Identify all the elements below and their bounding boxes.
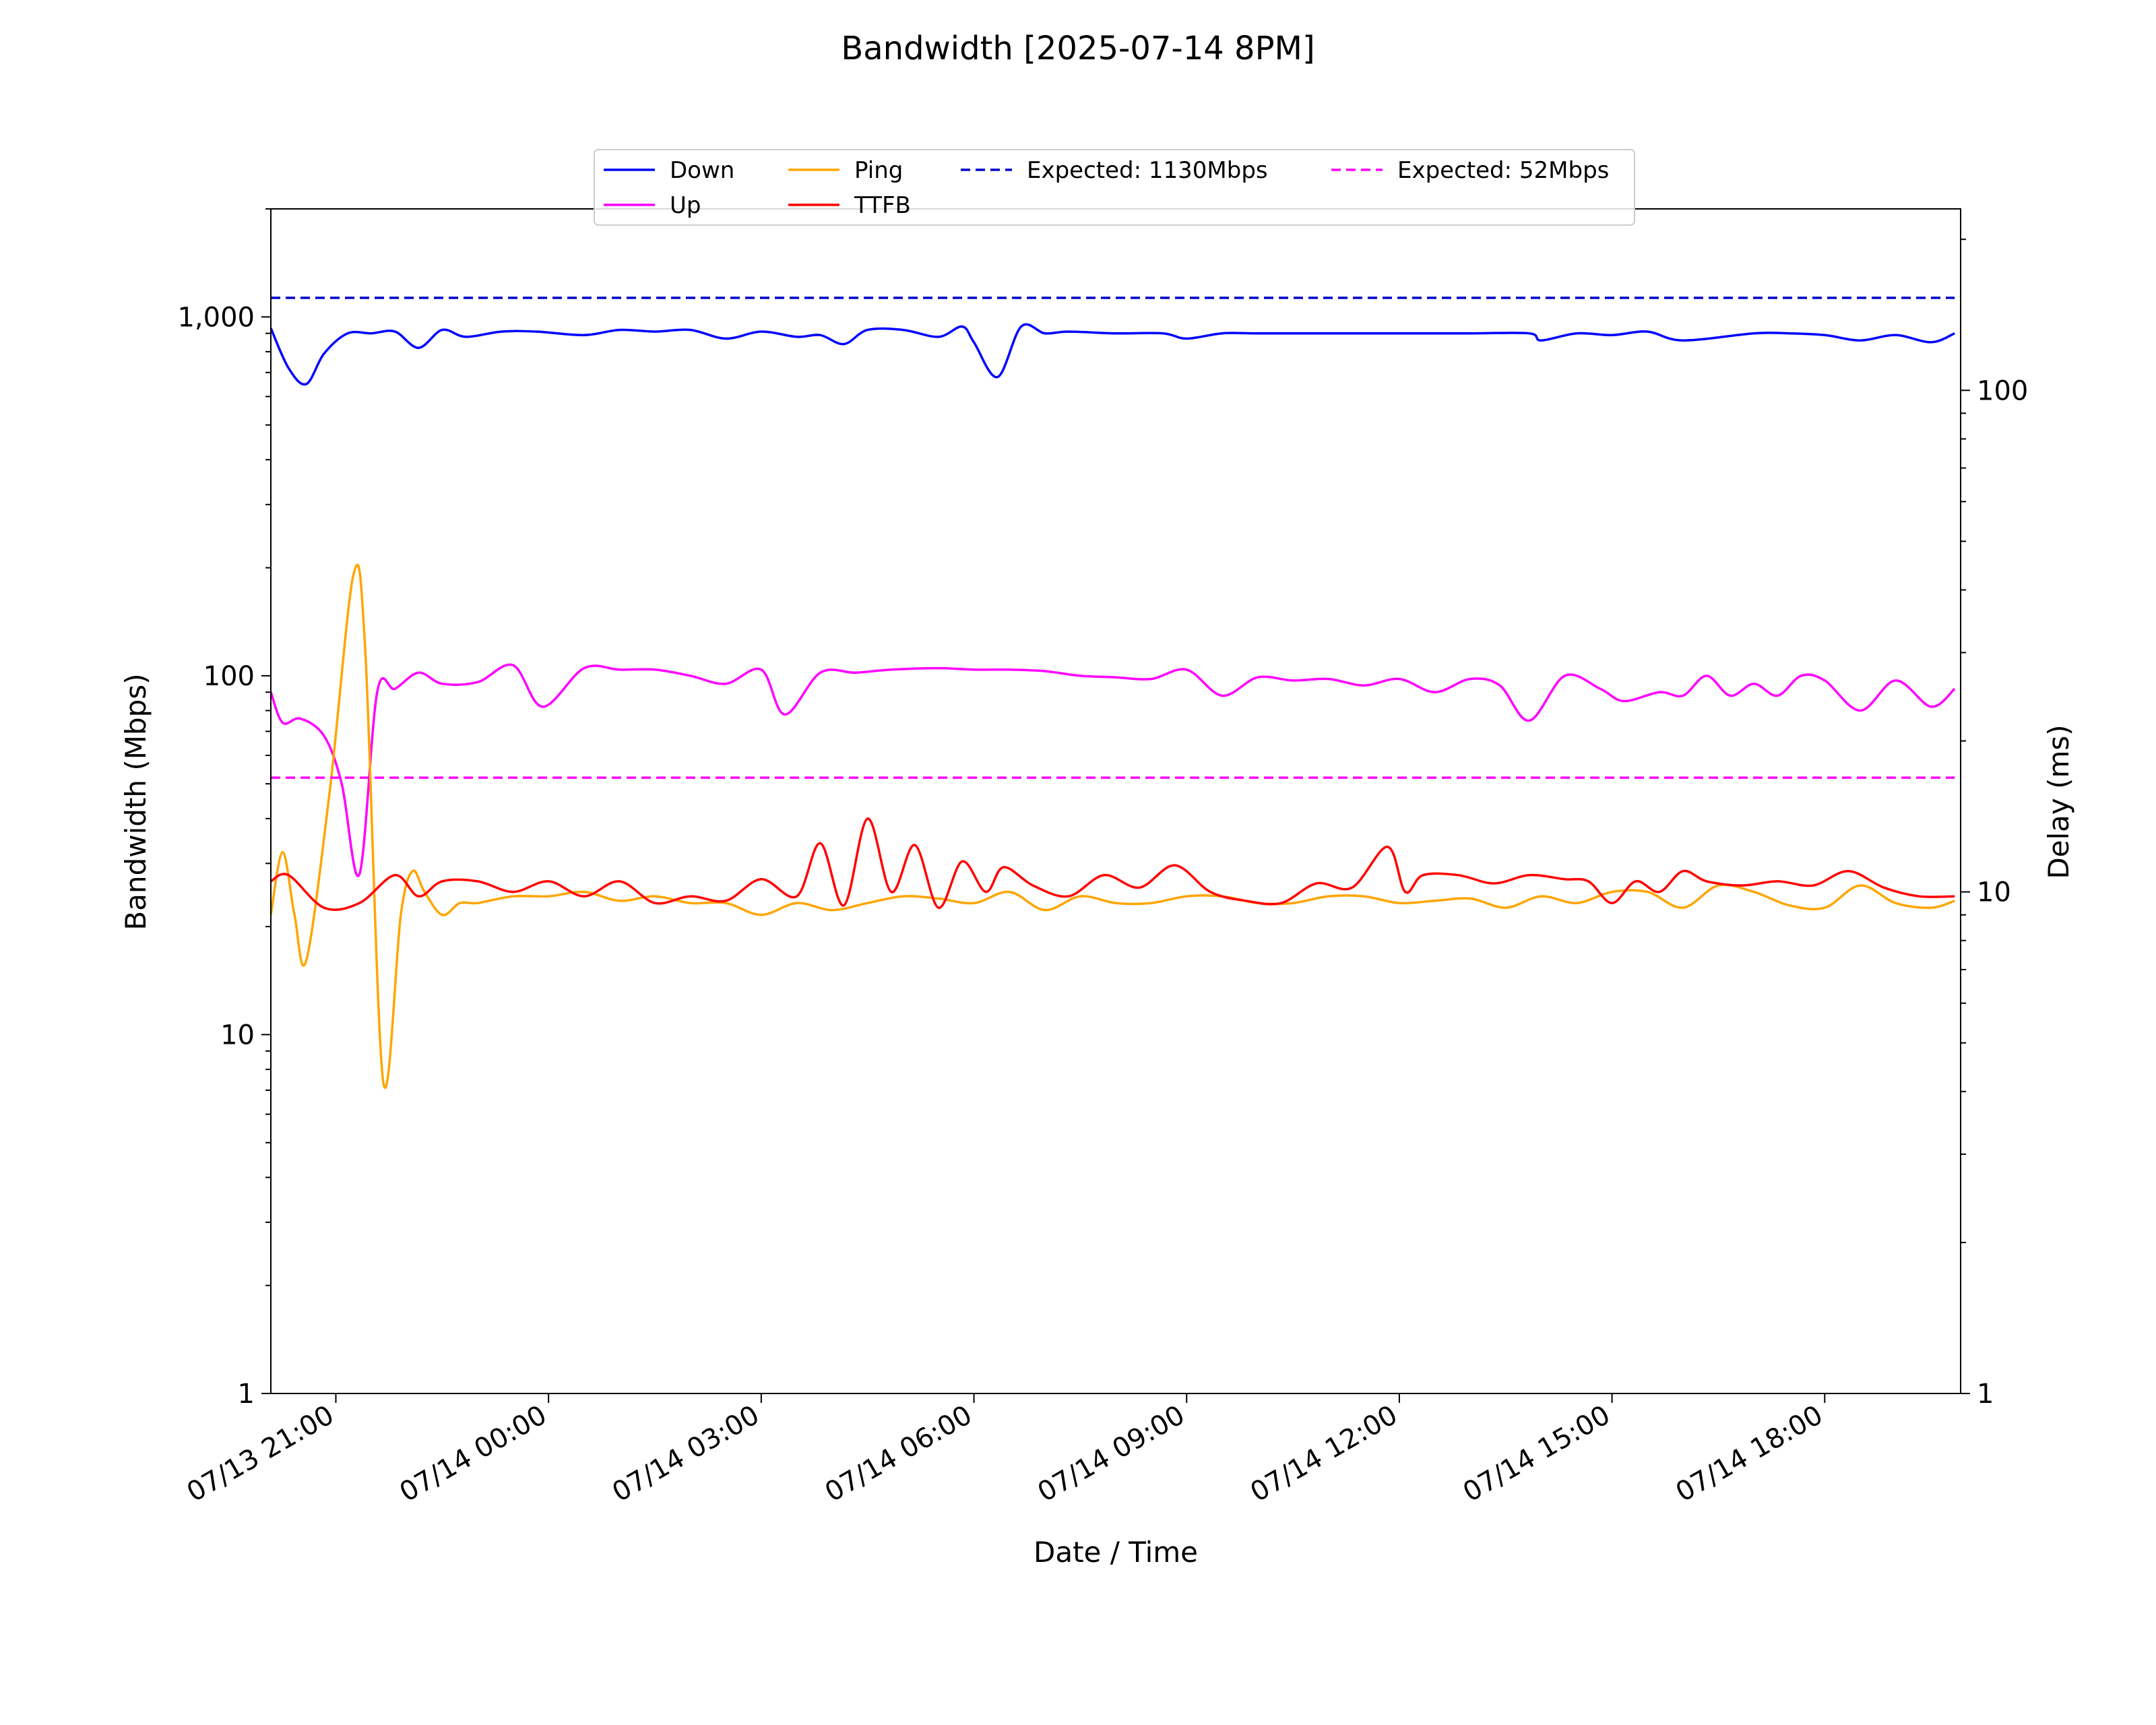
legend-label: Expected: 1130Mbps <box>1027 157 1268 184</box>
series-group <box>271 296 1956 1090</box>
legend: Down Up Ping TTFB Expected: 1130Mbps Expected… <box>594 149 1635 226</box>
x-tick-label: 07/14 15:00 <box>1458 1400 1616 1508</box>
y-tick-label: 100 <box>203 661 255 692</box>
y-tick-label: 1 <box>238 1379 255 1410</box>
x-tick-label: 07/13 21:00 <box>182 1400 340 1508</box>
series-line-down <box>271 323 1955 386</box>
legend-label: Expected: 52Mbps <box>1397 157 1609 184</box>
x-tick-label: 07/14 06:00 <box>820 1400 978 1508</box>
x-tick-label: 07/14 00:00 <box>394 1400 552 1508</box>
x-tick-label: 07/14 18:00 <box>1671 1400 1829 1508</box>
x-tick-label: 07/14 12:00 <box>1245 1400 1403 1508</box>
y2-tick-label: 1 <box>1977 1379 1994 1410</box>
series-line-ttfb <box>271 817 1955 911</box>
plot-frame <box>270 208 1961 1394</box>
y2-axis-label: Delay (ms) <box>2042 724 2075 879</box>
series-line-ping <box>271 563 1955 1090</box>
y-axis-label: Bandwidth (Mbps) <box>119 673 152 930</box>
legend-label: TTFB <box>854 192 911 219</box>
x-tick-label: 07/14 03:00 <box>607 1400 765 1508</box>
x-axis-label: Date / Time <box>1034 1536 1198 1569</box>
series-line-up <box>271 663 1956 877</box>
legend-box <box>594 149 1635 226</box>
y-tick-label: 1,000 <box>177 302 255 333</box>
y2-tick-label: 100 <box>1977 375 2028 406</box>
legend-label: Up <box>670 192 701 219</box>
chart-title: Bandwidth [2025-07-14 8PM] <box>841 30 1314 67</box>
x-tick-label: 07/14 09:00 <box>1033 1400 1191 1508</box>
y-tick-label: 10 <box>220 1020 255 1050</box>
legend-label: Ping <box>854 157 903 184</box>
legend-label: Down <box>670 157 734 184</box>
y2-tick-label: 10 <box>1977 877 2011 908</box>
